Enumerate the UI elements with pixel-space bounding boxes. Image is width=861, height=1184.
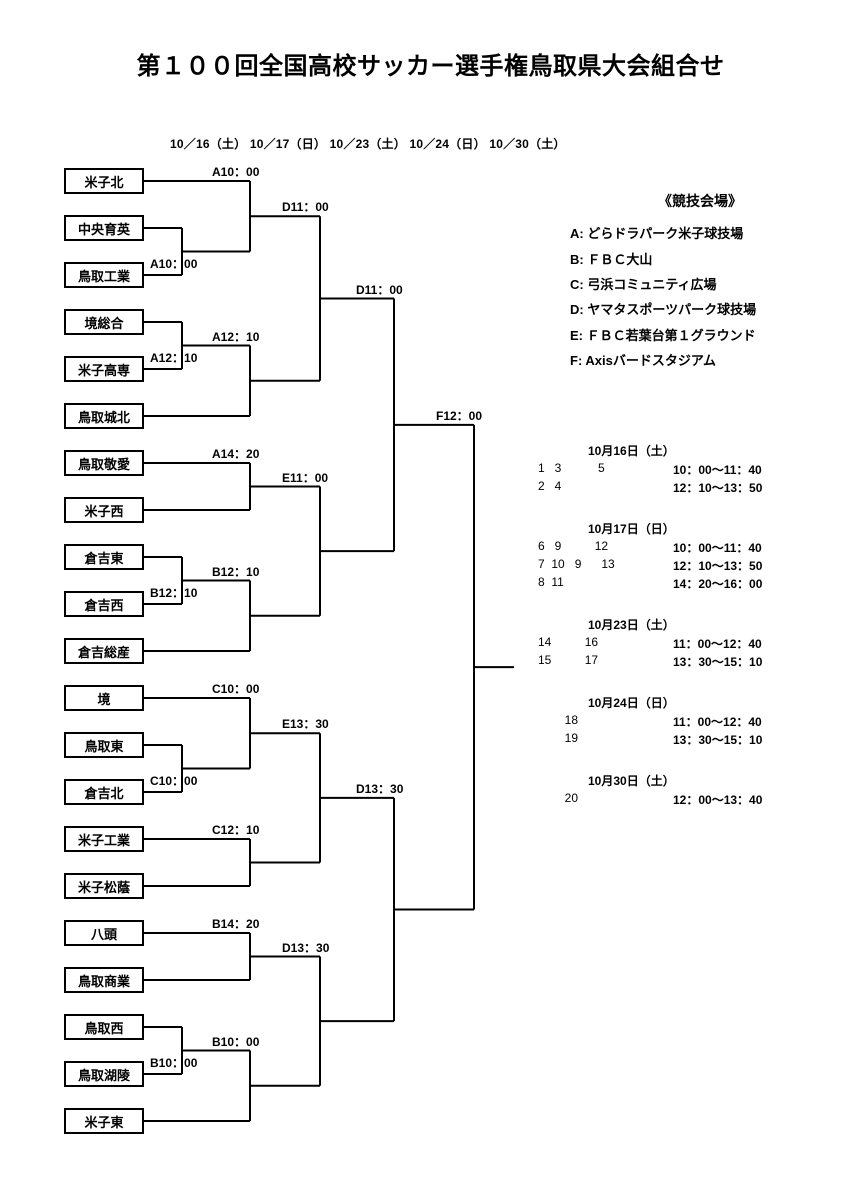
schedule-date: 10月30日（土）: [588, 772, 838, 789]
schedule-date: 10月17日（日）: [588, 520, 838, 537]
schedule-line: 2 412：10～13：50: [538, 479, 838, 496]
schedule: 10月16日（土）1 3 510：00～11：402 412：10～13：501…: [538, 442, 838, 832]
team-box: 倉吉総産: [64, 638, 144, 664]
venue-row: C: 弓浜コミュニティ広場: [570, 272, 830, 297]
schedule-line: 6 9 1210：00～11：40: [538, 539, 838, 556]
schedule-nums: 8 11: [538, 575, 673, 592]
schedule-line: 7 10 9 1312：10～13：50: [538, 557, 838, 574]
match-label: B12：10: [212, 563, 259, 580]
schedule-time: 12：10～13：50: [673, 479, 762, 496]
team-box: 鳥取東: [64, 732, 144, 758]
schedule-time: 13：30～15：10: [673, 731, 762, 748]
schedule-nums: 20: [538, 791, 673, 808]
schedule-block: 10月17日（日） 6 9 1210：00～11：407 10 9 1312：10…: [538, 520, 838, 592]
schedule-time: 14：20～16：00: [673, 575, 762, 592]
match-label: C10：00: [150, 772, 197, 789]
match-label: A12：10: [150, 349, 197, 366]
match-label: E13：30: [282, 715, 329, 732]
round-dates: 10／16（土） 10／17（日） 10／23（土） 10／24（日） 10／3…: [170, 135, 566, 152]
schedule-line: 14 1611：00～12：40: [538, 635, 838, 652]
schedule-date: 10月23日（土）: [588, 616, 838, 633]
schedule-nums: 7 10 9 13: [538, 557, 673, 574]
schedule-block: 10月16日（土） 1 3 510：00～11：402 412：10～13：50: [538, 442, 838, 496]
match-label: A10：00: [150, 255, 197, 272]
team-box: 鳥取湖陵: [64, 1061, 144, 1087]
team-box: 倉吉東: [64, 544, 144, 570]
match-label: D11：00: [282, 198, 329, 215]
schedule-block: 10月30日（土） 2012：00～13：40: [538, 772, 838, 808]
team-box: 鳥取商業: [64, 967, 144, 993]
schedule-nums: 14 16: [538, 635, 673, 652]
schedule-block: 10月24日（日） 1811：00～12：40 1913：30～15：10: [538, 694, 838, 748]
schedule-line: 1 3 510：00～11：40: [538, 461, 838, 478]
team-box: 境: [64, 685, 144, 711]
match-label: A12：10: [212, 328, 259, 345]
match-label: D13：30: [282, 939, 329, 956]
schedule-time: 12：00～13：40: [673, 791, 762, 808]
team-box: 米子北: [64, 168, 144, 194]
schedule-line: 1811：00～12：40: [538, 713, 838, 730]
schedule-block: 10月23日（土） 14 1611：00～12：4015 1713：30～15：1…: [538, 616, 838, 670]
team-box: 米子高専: [64, 356, 144, 382]
schedule-line: 15 1713：30～15：10: [538, 653, 838, 670]
schedule-date: 10月24日（日）: [588, 694, 838, 711]
bracket: 米子北中央育英鳥取工業境総合米子高専鳥取城北鳥取敬愛米子西倉吉東倉吉西倉吉総産境…: [64, 168, 529, 1128]
schedule-time: 10：00～11：40: [673, 539, 762, 556]
match-label: B12：10: [150, 584, 197, 601]
venue-legend: 《競技会場》 A: どらドラパーク米子球技場B: ＦＢＣ大山C: 弓浜コミュニテ…: [570, 188, 830, 373]
team-box: 境総合: [64, 309, 144, 335]
schedule-line: 8 1114：20～16：00: [538, 575, 838, 592]
team-box: 米子東: [64, 1108, 144, 1134]
schedule-nums: 15 17: [538, 653, 673, 670]
match-label: A10：00: [212, 163, 259, 180]
match-label: E11：00: [282, 469, 328, 486]
schedule-nums: 1 3 5: [538, 461, 673, 478]
team-box: 米子工業: [64, 826, 144, 852]
match-label: D11：00: [356, 281, 403, 298]
schedule-nums: 19: [538, 731, 673, 748]
schedule-nums: 6 9 12: [538, 539, 673, 556]
page-title: 第１００回全国高校サッカー選手権鳥取県大会組合せ: [0, 46, 861, 81]
match-label: C10：00: [212, 680, 259, 697]
team-box: 倉吉西: [64, 591, 144, 617]
match-label: D13：30: [356, 780, 403, 797]
team-box: 中央育英: [64, 215, 144, 241]
schedule-date: 10月16日（土）: [588, 442, 838, 459]
team-box: 米子西: [64, 497, 144, 523]
schedule-line: 1913：30～15：10: [538, 731, 838, 748]
schedule-nums: 2 4: [538, 479, 673, 496]
team-box: 鳥取西: [64, 1014, 144, 1040]
schedule-time: 12：10～13：50: [673, 557, 762, 574]
team-box: 倉吉北: [64, 779, 144, 805]
schedule-line: 2012：00～13：40: [538, 791, 838, 808]
team-box: 鳥取城北: [64, 403, 144, 429]
match-label: F12：00: [436, 407, 482, 424]
team-box: 米子松蔭: [64, 873, 144, 899]
match-label: A14：20: [212, 445, 259, 462]
schedule-time: 11：00～12：40: [673, 713, 762, 730]
venue-row: F: Axisバードスタジアム: [570, 348, 830, 373]
match-label: B10：00: [212, 1033, 259, 1050]
schedule-time: 10：00～11：40: [673, 461, 762, 478]
venue-row: D: ヤマタスポーツパーク球技場: [570, 297, 830, 322]
match-label: C12：10: [212, 821, 259, 838]
match-label: B14：20: [212, 915, 259, 932]
team-box: 鳥取工業: [64, 262, 144, 288]
venue-row: B: ＦＢＣ大山: [570, 247, 830, 272]
schedule-time: 11：00～12：40: [673, 635, 762, 652]
venue-row: A: どらドラパーク米子球技場: [570, 221, 830, 246]
team-box: 鳥取敬愛: [64, 450, 144, 476]
venue-row: E: ＦＢＣ若葉台第１グラウンド: [570, 323, 830, 348]
match-label: B10：00: [150, 1054, 197, 1071]
schedule-nums: 18: [538, 713, 673, 730]
team-box: 八頭: [64, 920, 144, 946]
venue-header: 《競技会場》: [570, 188, 830, 215]
schedule-time: 13：30～15：10: [673, 653, 762, 670]
